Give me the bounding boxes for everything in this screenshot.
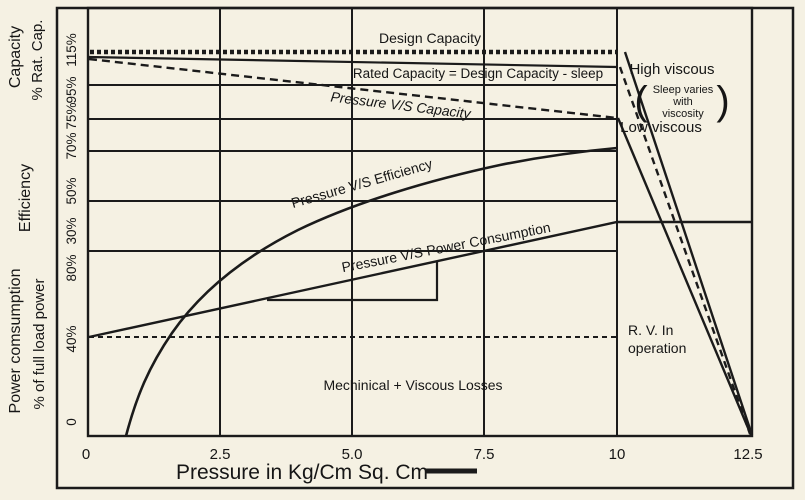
sleep-note-line3: viscosity — [662, 108, 704, 120]
mech-losses-label: Mechinical + Viscous Losses — [323, 377, 502, 393]
y-axis-title-power: Power comsumption — [7, 269, 24, 414]
x-axis-title: Pressure in Kg/Cm Sq. Cm — [176, 461, 428, 484]
y-tick-0: 0 — [64, 418, 79, 426]
sleep-note-paren-open: ( — [634, 79, 648, 123]
sleep-note-line2: with — [672, 96, 693, 108]
y-tick-75pct: 75% — [64, 102, 79, 129]
rv-operation-label-line1: R. V. In — [628, 322, 673, 338]
x-tick-0: 0 — [82, 446, 90, 463]
sleep-note-paren-close: ) — [716, 79, 729, 123]
y-tick-70pct: 70% — [64, 132, 79, 159]
rv-operation-label-line2: operation — [628, 340, 686, 356]
rated-capacity-label: Rated Capacity = Design Capacity - sleep — [353, 66, 603, 81]
pressure-vs-power-label: Pressure V/S Power Consumption — [340, 219, 552, 275]
y-axis-subtitle-capacity: % Rat. Cap. — [29, 20, 46, 101]
y-axis-subtitle-power: % of full load power — [31, 279, 48, 410]
x-tick-12.5: 12.5 — [733, 446, 762, 463]
relief-drop-solid-left — [616, 117, 753, 436]
efficiency-curve — [124, 146, 618, 437]
y-axis-title-capacity: Capacity — [7, 26, 24, 88]
x-tick-5.0: 5.0 — [342, 446, 363, 463]
x-tick-10: 10 — [609, 446, 626, 463]
sleep-note-line1: Sleep varies — [653, 84, 714, 96]
y-tick-115pct: 115% — [64, 33, 79, 67]
relief-drop-solid-right — [623, 51, 754, 436]
y-tick-95pct: 95% — [64, 76, 79, 103]
design-capacity-label: Design Capacity — [379, 30, 481, 46]
y-tick-50pct: 50% — [64, 177, 79, 204]
y-tick-40pct: 40% — [64, 325, 79, 352]
high-viscous-label: High viscous — [629, 61, 714, 78]
rated-capacity-line — [88, 55, 618, 69]
x-tick-2.5: 2.5 — [210, 446, 231, 463]
relief-drop-dashed — [618, 66, 752, 435]
low-viscous-label: Low viscous — [620, 119, 702, 136]
y-tick-30pct: 30% — [64, 217, 79, 244]
y-axis-title-efficiency: Efficiency — [17, 164, 34, 232]
y-tick-80pct: 80% — [64, 254, 79, 281]
power-consumption-line — [88, 220, 752, 339]
x-tick-7.5: 7.5 — [474, 446, 495, 463]
pressure-vs-capacity-line — [88, 57, 618, 120]
power-step-marker — [267, 261, 439, 302]
